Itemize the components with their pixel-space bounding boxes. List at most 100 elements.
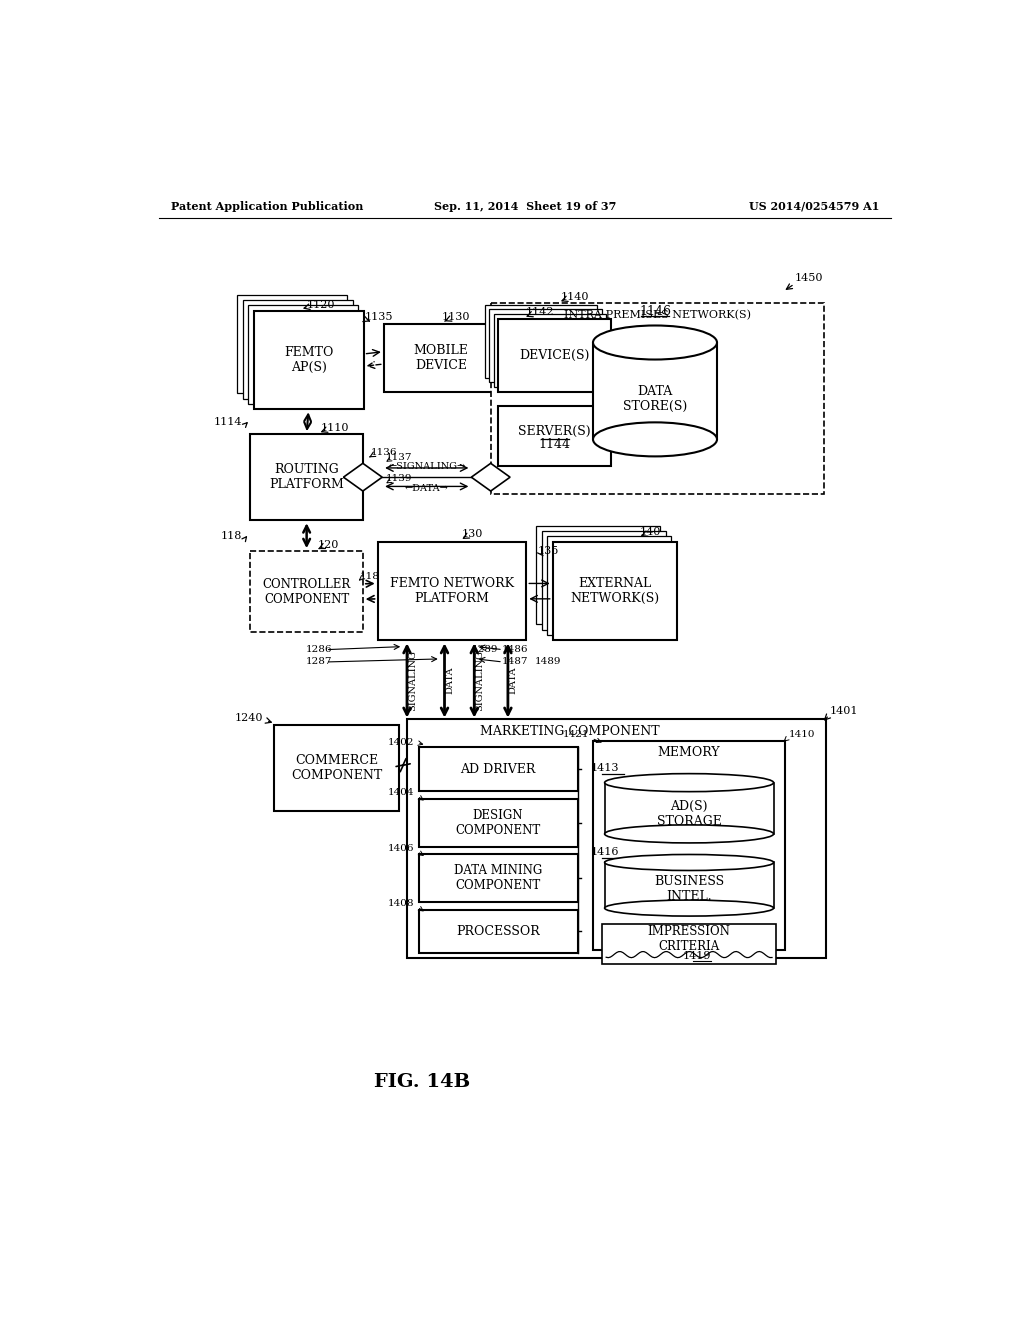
Bar xyxy=(248,305,358,404)
Bar xyxy=(542,531,666,630)
Bar xyxy=(489,309,601,383)
Text: MARKETING COMPONENT: MARKETING COMPONENT xyxy=(480,725,659,738)
Bar xyxy=(251,552,362,632)
Bar xyxy=(604,783,773,834)
Text: DEVICE(S): DEVICE(S) xyxy=(519,348,590,362)
Bar xyxy=(273,725,399,812)
Text: 1110: 1110 xyxy=(321,422,349,433)
Text: 1144: 1144 xyxy=(539,437,570,450)
Bar xyxy=(419,747,578,792)
Text: 1402: 1402 xyxy=(388,738,415,747)
Text: 1139: 1139 xyxy=(386,474,413,483)
Text: ←SIGNALING→: ←SIGNALING→ xyxy=(388,462,465,471)
Text: 1137: 1137 xyxy=(386,453,413,462)
Text: 1140: 1140 xyxy=(560,292,589,302)
Bar xyxy=(243,300,352,399)
Text: BUSINESS
INTEL.: BUSINESS INTEL. xyxy=(654,875,724,903)
Text: FEMTO
AP(S): FEMTO AP(S) xyxy=(284,346,333,374)
Text: 1489: 1489 xyxy=(535,657,561,667)
Text: 135: 135 xyxy=(538,546,558,556)
Text: DATA: DATA xyxy=(445,667,455,694)
Text: DESIGN
COMPONENT: DESIGN COMPONENT xyxy=(456,809,541,837)
Text: COMMERCE
COMPONENT: COMMERCE COMPONENT xyxy=(291,754,382,783)
Ellipse shape xyxy=(604,900,773,916)
Bar xyxy=(499,407,611,466)
Text: 1421: 1421 xyxy=(562,730,589,739)
Ellipse shape xyxy=(593,326,717,359)
Text: 1450: 1450 xyxy=(795,273,823,282)
Text: 1416: 1416 xyxy=(591,847,618,857)
Bar xyxy=(490,304,824,494)
Bar xyxy=(602,924,776,964)
Bar xyxy=(593,342,717,440)
Bar xyxy=(384,323,499,392)
Bar xyxy=(251,434,362,520)
Ellipse shape xyxy=(604,854,773,870)
Text: INTRA-PREMISES NETWORK(S): INTRA-PREMISES NETWORK(S) xyxy=(564,310,751,321)
Text: 118: 118 xyxy=(220,531,242,541)
Text: 1286: 1286 xyxy=(306,645,333,655)
Text: 1136: 1136 xyxy=(371,447,397,457)
Text: EXTERNAL
NETWORK(S): EXTERNAL NETWORK(S) xyxy=(570,577,659,605)
Text: DATA
STORE(S): DATA STORE(S) xyxy=(623,384,687,413)
Bar xyxy=(494,314,606,387)
Text: FIG. 14B: FIG. 14B xyxy=(375,1073,471,1092)
Text: 1120: 1120 xyxy=(306,300,335,310)
Bar xyxy=(378,543,526,640)
Text: SIGNALING: SIGNALING xyxy=(475,649,484,711)
Text: 1146: 1146 xyxy=(639,305,671,318)
Polygon shape xyxy=(471,463,510,491)
Bar xyxy=(419,799,578,847)
Text: FEMTO NETWORK
PLATFORM: FEMTO NETWORK PLATFORM xyxy=(390,577,514,605)
Text: DATA MINING
COMPONENT: DATA MINING COMPONENT xyxy=(454,865,542,892)
Bar xyxy=(254,312,364,409)
Bar xyxy=(593,741,785,950)
Text: 1135: 1135 xyxy=(365,312,393,322)
Polygon shape xyxy=(343,463,382,491)
Text: Patent Application Publication: Patent Application Publication xyxy=(171,201,362,211)
Text: 130: 130 xyxy=(461,529,482,539)
Bar xyxy=(238,294,347,393)
Text: 120: 120 xyxy=(317,540,339,550)
Text: IMPRESSION
CRITERIA: IMPRESSION CRITERIA xyxy=(647,925,730,953)
Text: AD DRIVER: AD DRIVER xyxy=(461,763,536,776)
Text: 1410: 1410 xyxy=(790,730,815,739)
Ellipse shape xyxy=(604,825,773,843)
Text: SIGNALING: SIGNALING xyxy=(408,649,417,711)
Bar xyxy=(419,854,578,903)
Bar xyxy=(407,719,825,958)
Text: 1408: 1408 xyxy=(388,899,415,908)
Text: 1404: 1404 xyxy=(388,788,415,797)
Bar xyxy=(604,862,773,908)
Text: 1130: 1130 xyxy=(442,312,470,322)
Text: 1289: 1289 xyxy=(472,645,498,655)
Ellipse shape xyxy=(593,422,717,457)
Text: ROUTING
PLATFORM: ROUTING PLATFORM xyxy=(269,463,344,491)
Text: 1401: 1401 xyxy=(829,706,858,717)
Text: US 2014/0254579 A1: US 2014/0254579 A1 xyxy=(750,201,880,211)
Bar xyxy=(419,909,578,953)
Text: 1486: 1486 xyxy=(502,645,528,655)
Text: 1287: 1287 xyxy=(306,657,333,667)
Bar xyxy=(553,543,677,640)
Text: 1240: 1240 xyxy=(236,713,263,723)
Text: 118: 118 xyxy=(360,572,380,581)
Text: AD(S)
STORAGE: AD(S) STORAGE xyxy=(656,800,722,829)
Text: Sep. 11, 2014  Sheet 19 of 37: Sep. 11, 2014 Sheet 19 of 37 xyxy=(433,201,616,211)
Bar xyxy=(484,305,597,378)
Text: 140: 140 xyxy=(640,527,660,537)
Text: MOBILE
DEVICE: MOBILE DEVICE xyxy=(414,343,469,372)
Text: ←DATA→: ←DATA→ xyxy=(404,484,449,494)
Text: CONTROLLER
COMPONENT: CONTROLLER COMPONENT xyxy=(262,578,351,606)
Text: SERVER(S): SERVER(S) xyxy=(518,425,591,438)
Bar xyxy=(499,318,611,392)
Text: 1413: 1413 xyxy=(591,763,618,774)
Text: 1487: 1487 xyxy=(502,657,528,667)
Bar xyxy=(547,536,672,635)
Text: 1406: 1406 xyxy=(388,843,415,853)
Ellipse shape xyxy=(604,774,773,792)
Text: MEMORY: MEMORY xyxy=(657,746,721,759)
Text: DATA: DATA xyxy=(509,667,518,694)
Text: PROCESSOR: PROCESSOR xyxy=(456,925,540,939)
Bar xyxy=(537,525,660,624)
